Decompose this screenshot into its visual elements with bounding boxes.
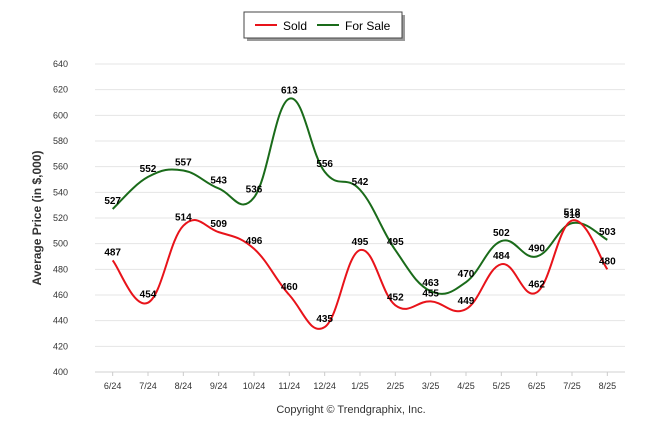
data-label-sold: 518 xyxy=(564,208,581,219)
y-tick-label: 620 xyxy=(53,85,68,95)
data-label-for-sale: 552 xyxy=(140,164,157,175)
series-line-for-sale xyxy=(111,97,608,295)
data-label-sold: 484 xyxy=(493,251,510,262)
x-tick-label: 10/24 xyxy=(243,381,266,391)
x-tick-label: 6/25 xyxy=(528,381,546,391)
axes: 400 420 440 460 480 500 520 540 560 580 600 620 640 6… xyxy=(53,59,625,391)
data-label-sold: 509 xyxy=(210,219,227,230)
data-label-for-sale: 557 xyxy=(175,158,192,169)
y-tick-label: 500 xyxy=(53,239,68,249)
x-tick-label: 11/24 xyxy=(278,381,300,391)
data-label-sold: 435 xyxy=(316,314,333,325)
data-label-for-sale: 470 xyxy=(458,269,475,280)
data-label-sold: 480 xyxy=(599,256,616,267)
y-tick-label: 540 xyxy=(53,187,68,197)
data-label-for-sale: 542 xyxy=(352,177,369,188)
y-tick-label: 520 xyxy=(53,213,68,223)
data-label-for-sale: 490 xyxy=(528,244,545,255)
data-label-sold: 460 xyxy=(281,282,298,293)
x-tick-label: 6/24 xyxy=(104,381,122,391)
legend-label-for-sale: For Sale xyxy=(345,19,391,33)
data-label-for-sale: 556 xyxy=(316,159,333,170)
x-tick-label: 8/24 xyxy=(175,381,193,391)
data-label-for-sale: 495 xyxy=(387,237,404,248)
data-label-for-sale: 463 xyxy=(422,278,439,289)
x-tick-label: 12/24 xyxy=(313,381,336,391)
data-label-for-sale: 527 xyxy=(104,196,121,207)
series-line-sold xyxy=(111,219,609,330)
series-lines xyxy=(111,97,609,330)
grid-lines xyxy=(95,63,625,373)
x-tick-label: 8/25 xyxy=(599,381,617,391)
x-tick-label: 2/25 xyxy=(387,381,405,391)
y-tick-label: 640 xyxy=(53,59,68,69)
legend-label-sold: Sold xyxy=(283,19,307,33)
y-tick-label: 600 xyxy=(53,110,68,120)
x-tick-label: 3/25 xyxy=(422,381,440,391)
y-tick-label: 480 xyxy=(53,264,68,274)
y-tick-label: 420 xyxy=(53,341,68,351)
y-axis-title: Average Price (in $,000) xyxy=(30,151,44,286)
data-label-for-sale: 516 xyxy=(564,210,581,221)
data-label-sold: 462 xyxy=(528,279,545,290)
x-tick-label: 4/25 xyxy=(457,381,475,391)
data-labels: 487 454 514 509 496 460 435 495 452 455 449 484 462 5… xyxy=(104,86,616,325)
y-tick-label: 560 xyxy=(53,162,68,172)
data-label-for-sale: 536 xyxy=(246,184,263,195)
x-tick-label: 5/25 xyxy=(493,381,511,391)
y-tick-label: 400 xyxy=(53,367,68,377)
y-tick-label: 580 xyxy=(53,136,68,146)
data-label-sold: 455 xyxy=(422,288,439,299)
x-tick-label: 9/24 xyxy=(210,381,228,391)
data-label-sold: 449 xyxy=(458,296,475,307)
data-label-sold: 514 xyxy=(175,213,192,224)
x-tick-label: 1/25 xyxy=(351,381,369,391)
data-label-sold: 496 xyxy=(246,236,263,247)
data-label-for-sale: 502 xyxy=(493,228,510,239)
data-label-sold: 452 xyxy=(387,292,404,303)
data-label-sold: 495 xyxy=(352,237,369,248)
x-tick-label: 7/24 xyxy=(139,381,157,391)
legend: Sold For Sale xyxy=(243,11,405,41)
copyright-footer: Copyright © Trendgraphix, Inc. xyxy=(276,404,425,416)
data-label-sold: 454 xyxy=(140,290,157,301)
data-label-for-sale: 613 xyxy=(281,86,298,97)
y-tick-label: 440 xyxy=(53,316,68,326)
data-label-sold: 487 xyxy=(104,247,121,258)
x-tick-label: 7/25 xyxy=(563,381,581,391)
y-tick-label: 460 xyxy=(53,290,68,300)
data-label-for-sale: 543 xyxy=(210,175,227,186)
data-label-for-sale: 503 xyxy=(599,227,616,238)
